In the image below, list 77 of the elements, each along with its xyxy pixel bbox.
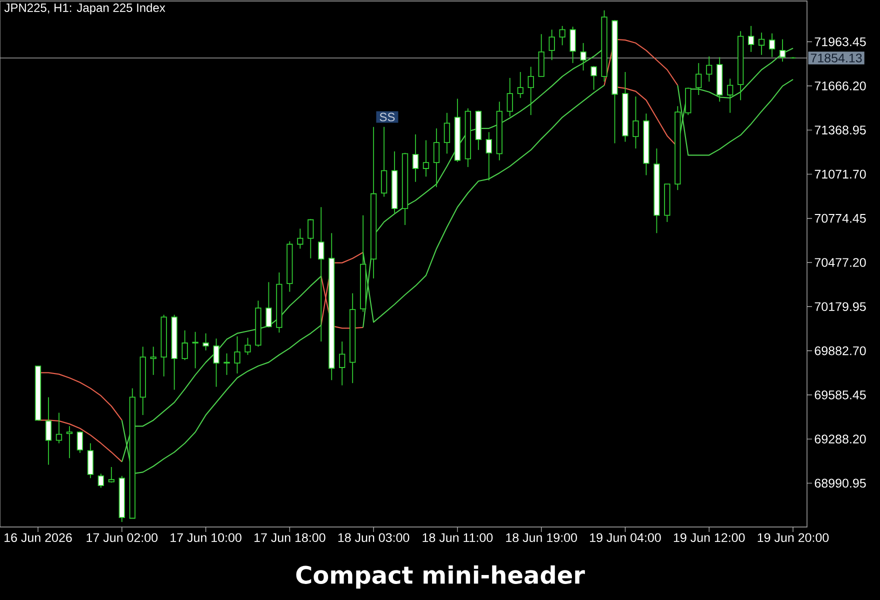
candlestick — [716, 56, 723, 102]
candlestick — [391, 150, 398, 214]
candlestick — [674, 106, 681, 190]
candlestick — [98, 473, 104, 488]
text: Compact mini-header — [296, 565, 585, 589]
candlestick — [66, 426, 73, 459]
candlestick — [45, 396, 52, 466]
y-tick-label: 71368.95 — [814, 126, 866, 134]
candlestick — [286, 240, 293, 292]
candlestick — [685, 88, 692, 116]
candlestick — [350, 292, 356, 384]
candlestick — [727, 78, 734, 114]
candlestick — [118, 475, 125, 522]
y-tick-label: 68990.95 — [814, 478, 866, 488]
x-tick-label: 18 Jun 11:00 — [422, 533, 493, 542]
candlestick — [140, 346, 146, 416]
candlestick — [548, 29, 555, 61]
candlestick — [738, 30, 744, 101]
candlestick — [758, 32, 765, 56]
ref-line-label: 71854.13 — [810, 54, 862, 62]
candlestick — [412, 134, 419, 182]
x-tick-label: 19 Jun 04:00 — [590, 533, 661, 542]
y-tick-label: 71963.45 — [814, 37, 866, 46]
annotation: SS — [380, 112, 395, 122]
candlestick — [632, 96, 639, 149]
candlestick — [171, 314, 178, 390]
candlestick — [706, 56, 712, 82]
y-tick-label: 70774.45 — [814, 214, 866, 223]
x-tick-label: 18 Jun 03:00 — [338, 533, 410, 542]
candlestick — [192, 331, 198, 369]
candlestick — [370, 126, 377, 279]
candlestick — [768, 32, 776, 58]
candlestick — [517, 72, 524, 98]
candlestick — [276, 272, 282, 334]
y-tick-label: 69288.20 — [814, 434, 866, 444]
candlestick — [328, 232, 335, 381]
candlestick — [339, 341, 346, 386]
x-tick-label: 17 Jun 02:00 — [86, 533, 158, 542]
y-tick-label: 71071.70 — [814, 170, 866, 179]
candlestick — [433, 128, 440, 188]
candlestick — [56, 412, 62, 444]
y-tick-label: 70477.20 — [814, 258, 866, 267]
y-tick-label: 71666.20 — [814, 81, 866, 90]
candlestick — [496, 101, 502, 161]
candlestick — [318, 206, 324, 342]
x-tick-label: 16 Jun 2026 — [4, 533, 72, 542]
candlestick — [506, 77, 513, 117]
candlestick — [182, 330, 188, 361]
x-tick-label: 19 Jun 12:00 — [674, 533, 745, 542]
candlestick — [454, 98, 461, 162]
candlestick — [570, 26, 576, 64]
candlestick — [150, 346, 156, 376]
x-tick-label: 18 Jun 19:00 — [506, 533, 577, 542]
x-tick-label: 17 Jun 10:00 — [170, 533, 242, 542]
y-tick-label: 70179.95 — [814, 302, 866, 312]
candlestick — [380, 126, 388, 198]
candlestick — [360, 214, 366, 312]
y-tick-label: 69882.70 — [814, 346, 866, 356]
candlestick — [748, 25, 754, 52]
candlestick — [696, 62, 702, 96]
chart-title: JPN225, H1: Japan 225 Index — [4, 3, 166, 14]
x-tick-label: 19 Jun 20:00 — [758, 533, 829, 542]
candlestick — [234, 336, 240, 374]
candlestick — [475, 110, 482, 150]
candlestick — [444, 112, 450, 154]
candlestick — [528, 66, 534, 116]
candlestick — [559, 25, 566, 46]
candlestick — [779, 38, 786, 62]
candlestick — [464, 108, 472, 168]
y-tick-label: 69585.45 — [814, 390, 866, 400]
candlestick — [160, 314, 167, 377]
candlestick — [486, 132, 492, 181]
candlestick — [422, 140, 430, 178]
candlestick — [297, 228, 304, 250]
candlestick — [87, 442, 94, 479]
x-tick-label: 17 Jun 18:00 — [254, 533, 326, 542]
candlestick — [654, 148, 660, 234]
